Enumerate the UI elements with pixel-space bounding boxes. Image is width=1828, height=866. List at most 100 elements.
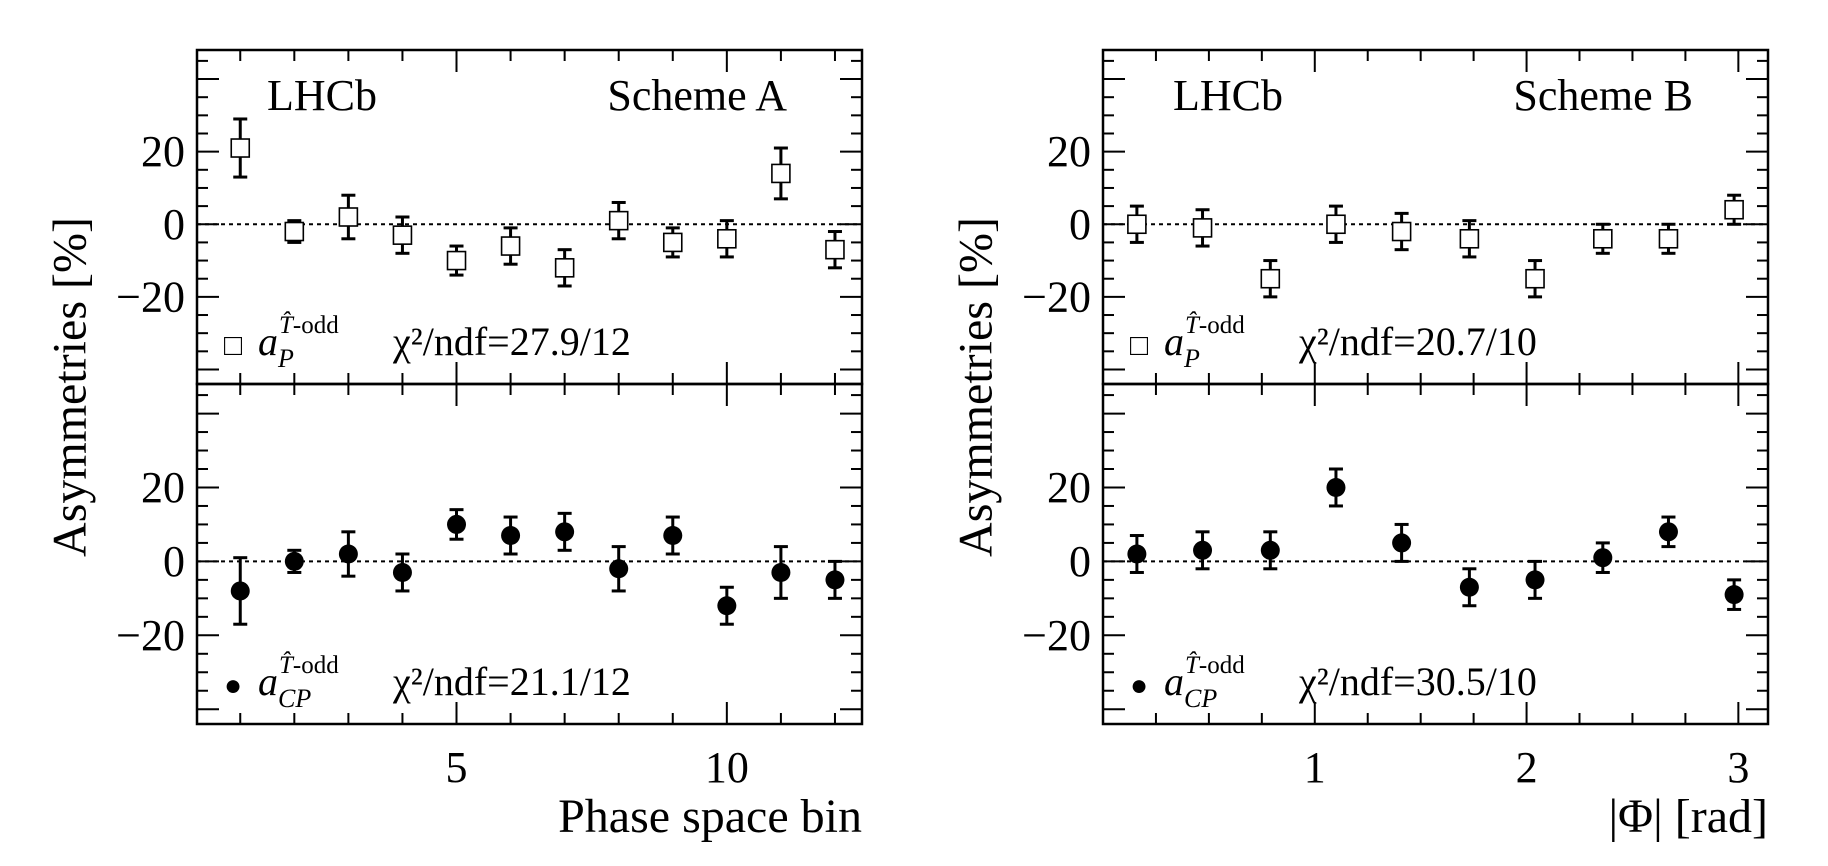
y-tick-label: 20 — [141, 127, 185, 176]
corner-label-scheme: Scheme B — [1513, 71, 1693, 120]
marker-filled-circle — [1593, 548, 1613, 568]
marker-filled-circle — [230, 581, 250, 601]
data-point — [284, 548, 304, 574]
legend-superscript: T̂-odd — [279, 651, 339, 679]
legend-var: a — [258, 319, 278, 364]
data-point — [717, 585, 737, 626]
y-tick-label: 0 — [163, 200, 185, 249]
marker-open-square — [284, 221, 305, 242]
legend-sup-rest: -odd — [1199, 312, 1245, 339]
legend-variable: aCP — [1164, 659, 1217, 713]
legend-marker-icon: □ — [224, 329, 243, 362]
y-tick-label: −20 — [1022, 272, 1091, 321]
legend-sup-that: T̂ — [1185, 311, 1201, 339]
y-tick-label: 20 — [1047, 463, 1091, 512]
marker-filled-circle — [1127, 544, 1147, 564]
x-axis-label: Phase space bin — [558, 790, 862, 843]
data-point — [1193, 530, 1213, 571]
marker-filled-circle — [825, 570, 845, 590]
data-point — [1525, 259, 1545, 299]
marker-open-square — [392, 225, 413, 245]
data-point — [1593, 222, 1613, 255]
panel-frame — [195, 382, 864, 726]
marker-filled-circle — [1525, 570, 1545, 590]
legend-var: a — [258, 659, 278, 704]
legend-chi2: χ²/ndf=30.5/10 — [1298, 659, 1537, 704]
marker-open-square — [1459, 228, 1480, 249]
legend-sup-rest: -odd — [293, 652, 339, 679]
data-point — [230, 117, 251, 179]
corner-label-lhcb: LHCb — [1173, 71, 1283, 120]
data-point — [1459, 219, 1480, 259]
marker-open-square — [1127, 214, 1147, 235]
marker-open-square — [771, 163, 791, 184]
x-tick-label: 2 — [1516, 743, 1538, 792]
data-point — [1658, 222, 1679, 255]
legend-sub: P — [277, 344, 294, 373]
y-axis-label: Asymmetries [%] — [44, 217, 97, 557]
marker-filled-circle — [1260, 540, 1280, 560]
legend-sup-that: T̂ — [279, 651, 295, 679]
data-point — [1593, 541, 1613, 574]
legend-sup-that: T̂ — [279, 311, 295, 339]
data-point — [663, 515, 683, 556]
legend-variable: aCP — [258, 659, 311, 713]
data-point — [825, 230, 845, 270]
y-tick-label: −20 — [1022, 611, 1091, 660]
y-axis-label: Asymmetries [%] — [950, 217, 1003, 557]
data-point — [771, 146, 791, 201]
marker-open-square — [1724, 199, 1744, 220]
marker-open-square — [1593, 228, 1613, 249]
data-point — [1326, 467, 1346, 508]
data-point — [1127, 204, 1147, 244]
x-tick-label: 3 — [1727, 743, 1749, 792]
legend-sup-that: T̂ — [1185, 651, 1201, 679]
data-point — [771, 545, 791, 600]
marker-open-square — [1658, 228, 1679, 249]
data-point — [554, 248, 575, 288]
data-point — [825, 559, 845, 600]
marker-filled-circle — [1459, 577, 1479, 597]
x-tick-label: 10 — [705, 743, 749, 792]
data-point — [609, 545, 629, 593]
data-point — [1192, 208, 1213, 248]
marker-open-square — [338, 207, 359, 227]
marker-open-square — [500, 236, 521, 256]
corner-label-scheme: Scheme A — [607, 71, 787, 120]
y-tick-label: 0 — [1069, 200, 1091, 249]
legend-sub: CP — [1184, 684, 1217, 713]
data-point — [392, 215, 413, 255]
data-point — [1392, 522, 1412, 563]
x-tick-label: 1 — [1304, 743, 1326, 792]
legend-superscript: T̂-odd — [279, 311, 339, 339]
data-point — [717, 219, 737, 259]
marker-filled-circle — [555, 522, 575, 542]
x-tick-label: 5 — [446, 743, 468, 792]
marker-filled-circle — [1392, 533, 1412, 553]
legend-variable: aP — [258, 319, 294, 373]
marker-filled-circle — [284, 551, 304, 571]
marker-filled-circle — [1326, 477, 1346, 497]
legend-var: a — [1164, 319, 1184, 364]
legend-superscript: T̂-odd — [1185, 651, 1245, 679]
legend-chi2: χ²/ndf=21.1/12 — [392, 659, 631, 704]
legend-marker-icon: ● — [1130, 669, 1148, 702]
data-point — [1724, 578, 1744, 611]
marker-open-square — [662, 232, 683, 253]
data-point — [500, 226, 521, 266]
legend-chi2: χ²/ndf=20.7/10 — [1298, 319, 1537, 364]
marker-filled-circle — [447, 514, 467, 534]
marker-open-square — [446, 250, 467, 271]
data-point — [1260, 530, 1280, 571]
data-point — [446, 244, 467, 277]
marker-filled-circle — [771, 562, 791, 582]
marker-filled-circle — [1724, 585, 1744, 605]
data-point — [1127, 534, 1147, 574]
marker-filled-circle — [1658, 522, 1678, 542]
marker-open-square — [717, 228, 737, 249]
marker-open-square — [1260, 268, 1281, 289]
marker-open-square — [554, 258, 575, 278]
y-tick-label: 0 — [163, 537, 185, 586]
